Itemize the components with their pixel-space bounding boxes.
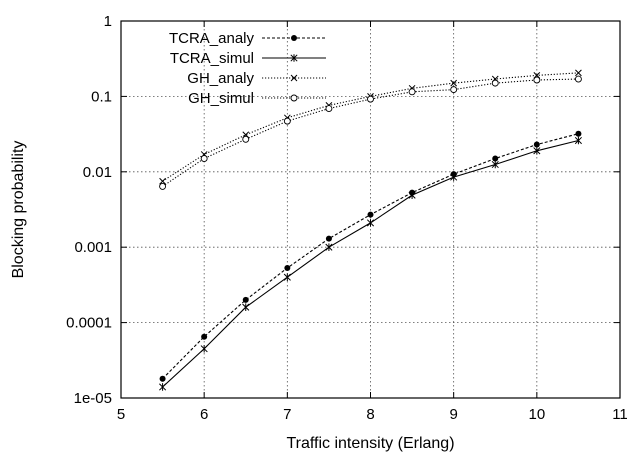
series-tcra-analy [159, 130, 582, 382]
data-point-tcra-simul [325, 243, 333, 251]
data-point-tcra-simul [574, 136, 582, 145]
data-point-gh-simul [491, 79, 499, 87]
series-line-gh-simul [162, 78, 579, 187]
legend-label: GH_simul [188, 90, 254, 107]
data-point-tcra-analy [492, 155, 499, 162]
series-gh-analy [159, 69, 582, 185]
data-point-tcra-simul [366, 219, 375, 227]
legend-label: TCRA_analy [169, 30, 255, 47]
data-point-gh-analy [575, 69, 582, 77]
data-point-tcra-analy [325, 235, 332, 242]
series-gh-simul [159, 75, 582, 190]
data-point-tcra-simul [242, 303, 250, 312]
data-point-gh-simul [367, 95, 374, 103]
y-tick-label: 0.0001 [66, 315, 112, 332]
legend-label: GH_analy [187, 70, 254, 87]
series-line-gh-analy [162, 72, 579, 182]
legend-marker [290, 54, 298, 62]
y-tick-label: 1 [104, 13, 112, 30]
y-tick-label: 0.1 [91, 88, 112, 105]
data-point-tcra-simul [450, 173, 458, 181]
x-axis-title: Traffic intensity (Erlang) [286, 435, 454, 452]
legend-marker [290, 74, 298, 82]
data-point-gh-simul [159, 182, 167, 190]
legend-item-gh-simul: GH_simul [188, 90, 326, 107]
data-point-gh-simul [408, 88, 416, 96]
data-point-gh-simul [283, 117, 291, 125]
legend-item-tcra-analy: TCRA_analy [169, 30, 326, 47]
data-point-gh-analy [159, 177, 166, 185]
data-point-tcra-analy [575, 130, 582, 137]
legend-item-tcra-simul: TCRA_simul [170, 50, 326, 67]
data-point-tcra-simul [200, 344, 208, 353]
x-tick-label: 8 [366, 406, 374, 423]
data-point-tcra-simul [159, 383, 167, 391]
x-tick-label: 7 [283, 406, 291, 423]
x-tick-label: 9 [449, 406, 457, 423]
axis-ticks: 5 6 7 8 9 10 11 1e-05 0.0001 0.001 0.01 0.1 1 [66, 13, 628, 423]
data-point-tcra-simul [408, 191, 416, 199]
data-point-tcra-analy [242, 296, 249, 303]
data-point-gh-simul [242, 135, 250, 143]
data-point-tcra-simul [283, 273, 291, 282]
data-point-gh-simul [533, 76, 541, 84]
data-point-gh-analy [450, 79, 458, 87]
x-tick-label: 10 [528, 406, 545, 423]
data-point-tcra-analy [201, 333, 208, 340]
data-point-gh-simul [325, 105, 333, 113]
data-point-tcra-simul [491, 160, 499, 169]
x-tick-label: 6 [200, 406, 208, 423]
data-point-tcra-analy [533, 141, 540, 148]
data-point-tcra-analy [284, 264, 291, 271]
data-point-gh-simul [200, 155, 208, 162]
y-axis-title: Blocking probability [10, 141, 27, 279]
data-point-gh-simul [450, 86, 458, 94]
y-tick-label: 1e-05 [74, 390, 112, 407]
legend-marker [291, 35, 297, 41]
legend-label: TCRA_simul [170, 50, 254, 67]
series-tcra-simul [159, 136, 582, 391]
data-point-gh-simul [574, 75, 582, 83]
data-point-tcra-analy [159, 375, 166, 382]
legend-marker [290, 94, 298, 102]
plot-series [159, 69, 582, 391]
legend: TCRA_analy TCRA_simul GH_analy GH_simul [169, 30, 326, 107]
legend-item-gh-analy: GH_analy [187, 70, 326, 87]
data-point-tcra-analy [367, 211, 374, 218]
y-tick-label: 0.001 [74, 239, 112, 256]
data-point-tcra-simul [533, 146, 541, 155]
x-tick-label: 5 [117, 406, 125, 423]
y-tick-label: 0.01 [83, 164, 112, 181]
x-tick-label: 11 [612, 406, 628, 423]
